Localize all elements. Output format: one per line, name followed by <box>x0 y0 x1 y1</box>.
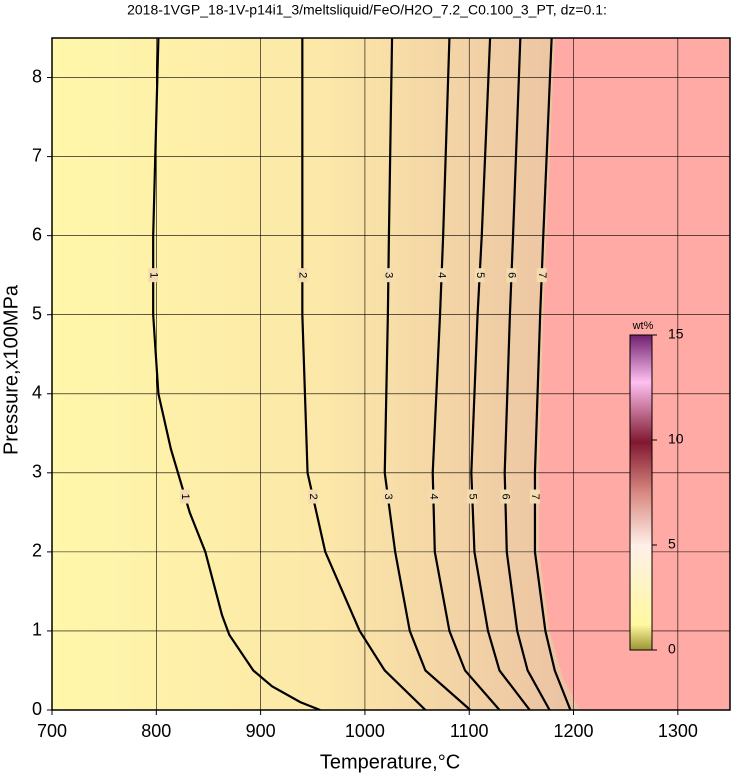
colorbar <box>629 334 653 651</box>
contour-label-bg <box>297 268 308 283</box>
contour-label: 6 <box>506 272 518 278</box>
colorbar-tick-label: 15 <box>668 326 684 342</box>
contour-label-bg <box>529 489 540 504</box>
contour-label-bg <box>536 268 547 283</box>
contour-label-bg <box>428 489 439 504</box>
contour-line <box>152 38 321 710</box>
colorbar-label: wt% <box>632 320 654 332</box>
contour-label: 2 <box>296 272 308 278</box>
contour-label: 1 <box>179 493 191 499</box>
contour-label: 3 <box>382 493 394 499</box>
contour-label: 7 <box>536 272 548 278</box>
contour-label-bg <box>179 489 190 504</box>
y-axis-label: Pressure,x100MPa <box>0 284 22 455</box>
contour-label-bg <box>383 268 394 283</box>
y-tick-label: 5 <box>32 303 42 323</box>
y-tick-label: 6 <box>32 224 42 244</box>
colorbar-tick-label: 5 <box>668 536 676 552</box>
contour-line <box>431 38 501 710</box>
contour-line <box>301 38 427 710</box>
contour-label: 7 <box>529 493 541 499</box>
contour-label: 1 <box>147 272 159 278</box>
colorbar-tick-label: 0 <box>668 641 676 657</box>
contour-label: 2 <box>307 493 319 499</box>
colorbar-tick-label: 10 <box>668 431 684 447</box>
frame <box>51 37 731 711</box>
contour-label: 5 <box>474 272 486 278</box>
contour-label-bg <box>500 489 511 504</box>
contour-label: 6 <box>499 493 511 499</box>
contour-label-bg <box>307 489 318 504</box>
contour-label-bg <box>382 489 393 504</box>
contour-label-bg <box>148 268 159 283</box>
y-tick-label: 3 <box>32 462 42 482</box>
x-tick-label: 1100 <box>450 721 489 741</box>
contour-label-bg <box>506 268 517 283</box>
chart-title: 2018-1VGP_18-1V-p14i1_3/meltsliquid/FeO/… <box>127 2 607 18</box>
contour-label: 4 <box>436 272 448 278</box>
contour-label: 5 <box>466 493 478 499</box>
contour-line <box>533 38 572 710</box>
y-tick-label: 1 <box>32 620 42 640</box>
contour-label-bg <box>474 268 485 283</box>
contour-line <box>383 38 472 710</box>
axes: 700 800 900 1000 1100 1200 1300012345678wt%051… <box>32 37 731 741</box>
contour-label-bg <box>436 268 447 283</box>
x-tick-label: 1200 <box>554 721 594 741</box>
x-tick-label: 700 <box>37 721 67 741</box>
x-tick-label: 800 <box>141 721 171 741</box>
plot-area: 1 1 2 2 3 3 4 4 5 5 6 6 7 7 <box>52 38 730 710</box>
x-tick-label: 900 <box>246 721 276 741</box>
y-tick-label: 7 <box>32 145 42 165</box>
x-tick-label: 1300 <box>658 721 698 741</box>
y-tick-label: 8 <box>32 66 42 86</box>
x-axis-label: Temperature,°C <box>320 751 460 773</box>
y-tick-label: 0 <box>32 699 42 719</box>
y-tick-label: 4 <box>32 383 42 403</box>
contour-label-bg <box>467 489 478 504</box>
contour-line <box>503 38 551 710</box>
contour-label: 3 <box>382 272 394 278</box>
y-tick-label: 2 <box>32 541 42 561</box>
contour-label: 4 <box>427 493 439 499</box>
x-tick-label: 1000 <box>345 721 385 741</box>
contour-line <box>470 38 531 710</box>
